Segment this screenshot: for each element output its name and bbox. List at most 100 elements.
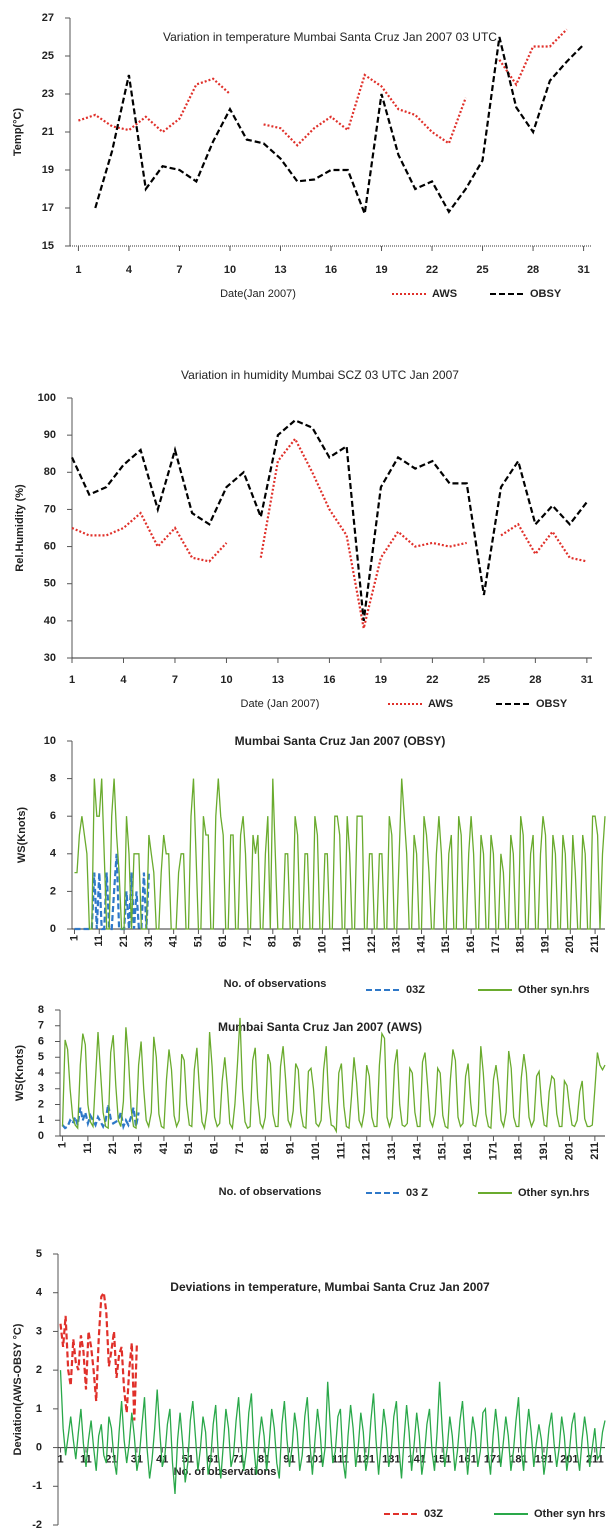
x-tick-label: 1 — [56, 1142, 68, 1148]
x-tick-label: 25 — [476, 264, 488, 276]
x-tick-label: 141 — [411, 1142, 423, 1160]
legend-label: Other syn.hrs — [518, 1187, 590, 1199]
y-tick-label: -1 — [32, 1480, 42, 1492]
x-tick-label: 171 — [487, 1142, 499, 1160]
legend-label: 03Z — [406, 984, 425, 996]
x-tick-label: 11 — [82, 1142, 94, 1154]
x-tick-label: 31 — [131, 1453, 143, 1465]
x-tick-label: 19 — [375, 674, 387, 686]
x-tick-label: 21 — [118, 935, 130, 947]
y-tick-label: 17 — [42, 202, 54, 214]
y-tick-label: 19 — [42, 164, 54, 176]
x-tick-label: 13 — [272, 674, 284, 686]
x-tick-label: 31 — [143, 935, 155, 947]
x-tick-label: 4 — [126, 264, 133, 276]
x-tick-label: 61 — [207, 1453, 219, 1465]
x-tick-label: 1 — [69, 674, 75, 686]
x-tick-label: 151 — [437, 1142, 449, 1160]
y-tick-label: -2 — [32, 1519, 42, 1531]
x-tick-label: 16 — [325, 264, 337, 276]
legend-label: OBSY — [530, 288, 562, 300]
x-tick-label: 7 — [176, 264, 182, 276]
series-line — [59, 1289, 138, 1421]
series-line — [59, 1370, 606, 1495]
x-axis-title: No. of observations — [224, 978, 327, 990]
x-tick-label: 28 — [529, 674, 541, 686]
y-tick-label: 80 — [44, 466, 56, 478]
y-tick-label: 27 — [42, 12, 54, 24]
y-tick-label: 0 — [38, 1130, 44, 1142]
x-tick-label: 25 — [478, 674, 490, 686]
series-line — [74, 778, 606, 930]
y-axis-title: Rel.Humidity (%) — [14, 484, 26, 572]
x-tick-label: 121 — [357, 1453, 375, 1465]
x-tick-label: 161 — [465, 935, 477, 953]
x-axis-title: No. of observations — [174, 1466, 277, 1478]
x-tick-label: 151 — [440, 935, 452, 953]
series-line — [61, 1017, 606, 1134]
x-tick-label: 111 — [341, 935, 353, 952]
x-tick-label: 28 — [527, 264, 539, 276]
series-line — [94, 36, 585, 219]
x-tick-label: 1 — [57, 1453, 63, 1465]
y-tick-label: 3 — [36, 1325, 42, 1337]
x-tick-label: 101 — [316, 935, 328, 953]
y-tick-label: 5 — [36, 1248, 42, 1260]
x-tick-label: 121 — [361, 1142, 373, 1160]
x-tick-label: 161 — [458, 1453, 476, 1465]
x-tick-label: 211 — [589, 935, 601, 953]
x-tick-label: 181 — [515, 935, 527, 953]
legend-label: AWS — [432, 288, 457, 300]
x-tick-label: 211 — [589, 1142, 601, 1160]
x-tick-label: 31 — [577, 264, 589, 276]
x-tick-label: 141 — [415, 935, 427, 953]
x-tick-label: 91 — [283, 1453, 295, 1465]
x-tick-label: 31 — [581, 674, 593, 686]
x-tick-label: 31 — [132, 1142, 144, 1154]
x-tick-label: 191 — [539, 935, 551, 953]
y-axis-title: WS(Knots) — [16, 807, 28, 864]
y-tick-label: 6 — [50, 810, 56, 822]
x-tick-label: 1 — [75, 264, 81, 276]
y-tick-label: 7 — [38, 1020, 44, 1032]
y-tick-label: 100 — [38, 392, 56, 404]
legend-label: Other syn hrs — [534, 1508, 606, 1520]
x-tick-label: 161 — [462, 1142, 474, 1160]
x-tick-label: 201 — [560, 1453, 578, 1465]
x-tick-label: 201 — [563, 1142, 575, 1160]
x-tick-label: 201 — [564, 935, 576, 953]
y-tick-label: 30 — [44, 652, 56, 664]
y-axis-title: Temp(°C) — [12, 108, 24, 157]
series-line — [74, 853, 150, 931]
y-tick-label: 2 — [36, 1364, 42, 1376]
x-tick-label: 51 — [183, 1142, 195, 1154]
x-tick-label: 4 — [120, 674, 127, 686]
y-tick-label: 10 — [44, 735, 56, 747]
x-tick-label: 131 — [391, 935, 403, 953]
y-tick-label: 90 — [44, 429, 56, 441]
y-tick-label: 60 — [44, 540, 56, 552]
x-tick-label: 91 — [285, 1142, 297, 1154]
x-tick-label: 22 — [426, 264, 438, 276]
x-tick-label: 71 — [233, 1453, 245, 1465]
series-line — [61, 1104, 140, 1131]
y-tick-label: 0 — [50, 923, 56, 935]
x-tick-label: 61 — [217, 935, 229, 947]
x-tick-label: 19 — [375, 264, 387, 276]
x-tick-label: 41 — [168, 935, 180, 947]
x-tick-label: 101 — [310, 1142, 322, 1160]
y-tick-label: 1 — [38, 1114, 44, 1126]
x-tick-label: 16 — [323, 674, 335, 686]
y-tick-label: 23 — [42, 88, 54, 100]
y-tick-label: 4 — [50, 848, 57, 860]
x-tick-label: 7 — [172, 674, 178, 686]
x-tick-label: 151 — [433, 1453, 451, 1465]
y-tick-label: 25 — [42, 50, 54, 62]
x-tick-label: 10 — [224, 264, 236, 276]
chart-title: Mumbai Santa Cruz Jan 2007 (AWS) — [218, 1020, 422, 1034]
legend-label: 03Z — [424, 1508, 443, 1520]
x-tick-label: 81 — [259, 1142, 271, 1154]
x-tick-label: 71 — [242, 935, 254, 947]
